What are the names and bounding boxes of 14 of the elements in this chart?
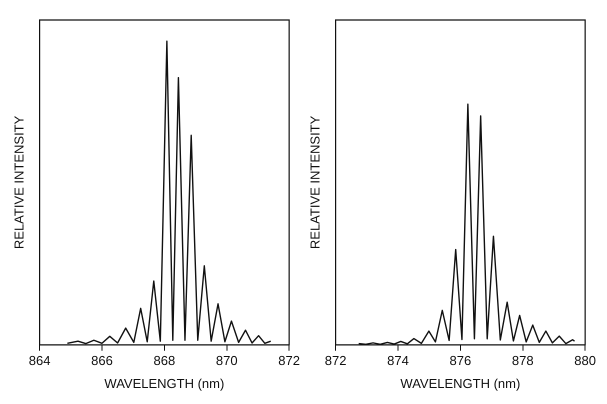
x-axis-title: WAVELENGTH (nm) — [400, 376, 520, 391]
x-tick-label: 874 — [387, 353, 409, 368]
x-tick-label: 868 — [154, 353, 176, 368]
x-tick-label: 872 — [278, 353, 300, 368]
x-tick-label: 866 — [91, 353, 113, 368]
y-axis-title: RELATIVE INTENSITY — [307, 115, 322, 250]
x-axis-title: WAVELENGTH (nm) — [104, 376, 224, 391]
x-tick-label: 880 — [574, 353, 596, 368]
y-axis-title: RELATIVE INTENSITY — [11, 115, 26, 250]
x-tick-label: 878 — [512, 353, 534, 368]
x-tick-label: 870 — [216, 353, 238, 368]
x-tick-label: 872 — [324, 353, 346, 368]
x-tick-label: 876 — [450, 353, 472, 368]
x-tick-label: 864 — [28, 353, 50, 368]
